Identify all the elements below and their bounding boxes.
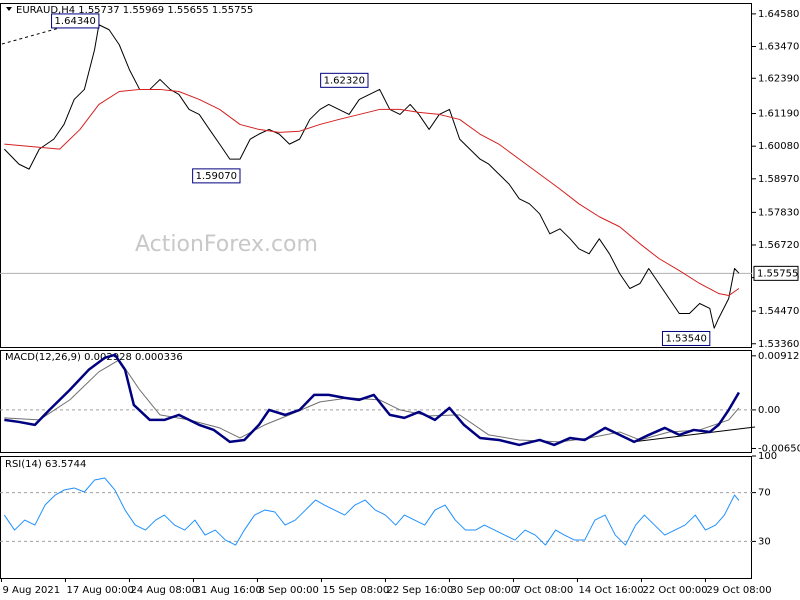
x-tick-label: 14 Oct 16:00	[578, 585, 643, 596]
rsi-header: RSI(14) 63.5744	[5, 459, 86, 470]
x-tick-label: 9 Aug 2021	[2, 585, 60, 596]
annotation-box	[661, 330, 711, 346]
x-tick-label: 22 Oct 00:00	[642, 585, 707, 596]
y-tick-label: 100	[758, 451, 777, 462]
annotation-label: 1.53540	[665, 333, 706, 344]
series-line	[4, 353, 740, 447]
y-tick-label: 1.64580	[758, 9, 799, 20]
y-tick-label: 1.60080	[758, 141, 799, 152]
x-tick-label: 8 Sep 00:00	[258, 585, 318, 596]
y-tick-label: 1.63470	[758, 42, 799, 53]
annotation-box	[192, 168, 241, 184]
price-annotation: 1.62320	[320, 72, 369, 88]
annotation-label: 1.62320	[324, 75, 365, 86]
price-annotation: 1.59070	[192, 168, 241, 184]
y-tick-label: 1.61190	[758, 109, 799, 120]
price-panel-frame	[0, 3, 752, 348]
header-icon	[6, 7, 12, 11]
x-tick-label: 31 Aug 16:00	[194, 585, 261, 596]
x-tick-label: 29 Oct 08:00	[706, 585, 771, 596]
x-tick-label: 22 Sep 16:00	[386, 585, 453, 596]
y-tick-label: 1.57830	[758, 207, 799, 218]
macd-panel-frame	[0, 350, 752, 453]
series-line	[3, 477, 740, 546]
y-tick-label: 0.00912	[758, 351, 799, 362]
macd-header: MACD(12,26,9) 0.002928 0.000336	[5, 352, 183, 363]
watermark: ActionForex.com	[135, 232, 318, 257]
y-tick-label: 1.56720	[758, 240, 799, 251]
annotation-box	[320, 72, 369, 88]
price-annotation: 1.64340	[51, 13, 100, 29]
series-group	[4, 24, 740, 329]
rsi-panel-frame	[0, 456, 752, 579]
annotation-label: 1.59070	[196, 171, 237, 182]
y-tick-label: 30	[758, 536, 771, 547]
y-tick-label: 1.54470	[758, 306, 799, 317]
annotation-label: 1.64340	[55, 16, 96, 27]
y-tick-label: 0.00	[758, 405, 780, 416]
x-tick-label: 15 Sep 08:00	[322, 585, 389, 596]
x-tick-label: 24 Aug 08:00	[130, 585, 197, 596]
current-price-label: 1.55755	[757, 268, 798, 279]
x-tick-label: 17 Aug 00:00	[66, 585, 133, 596]
y-tick-label: 1.53360	[758, 339, 799, 350]
series-line	[4, 88, 740, 297]
price-header: EURAUD,H4 1.55737 1.55969 1.55655 1.5575…	[16, 5, 253, 16]
x-tick-label: 7 Oct 08:00	[514, 585, 573, 596]
series-group	[4, 353, 740, 447]
x-tick-label: 30 Sep 00:00	[450, 585, 517, 596]
trend-line	[631, 426, 756, 443]
y-tick-label: 1.62390	[758, 73, 799, 84]
y-tick-label: -0.006506	[758, 443, 800, 454]
y-tick-label: 1.58970	[758, 174, 799, 185]
price-annotation: 1.53540	[661, 330, 711, 346]
current-price-box	[753, 265, 799, 281]
series-line	[4, 24, 740, 329]
y-tick-label: 70	[758, 488, 771, 499]
series-group	[3, 477, 740, 546]
annotation-box	[51, 13, 100, 29]
